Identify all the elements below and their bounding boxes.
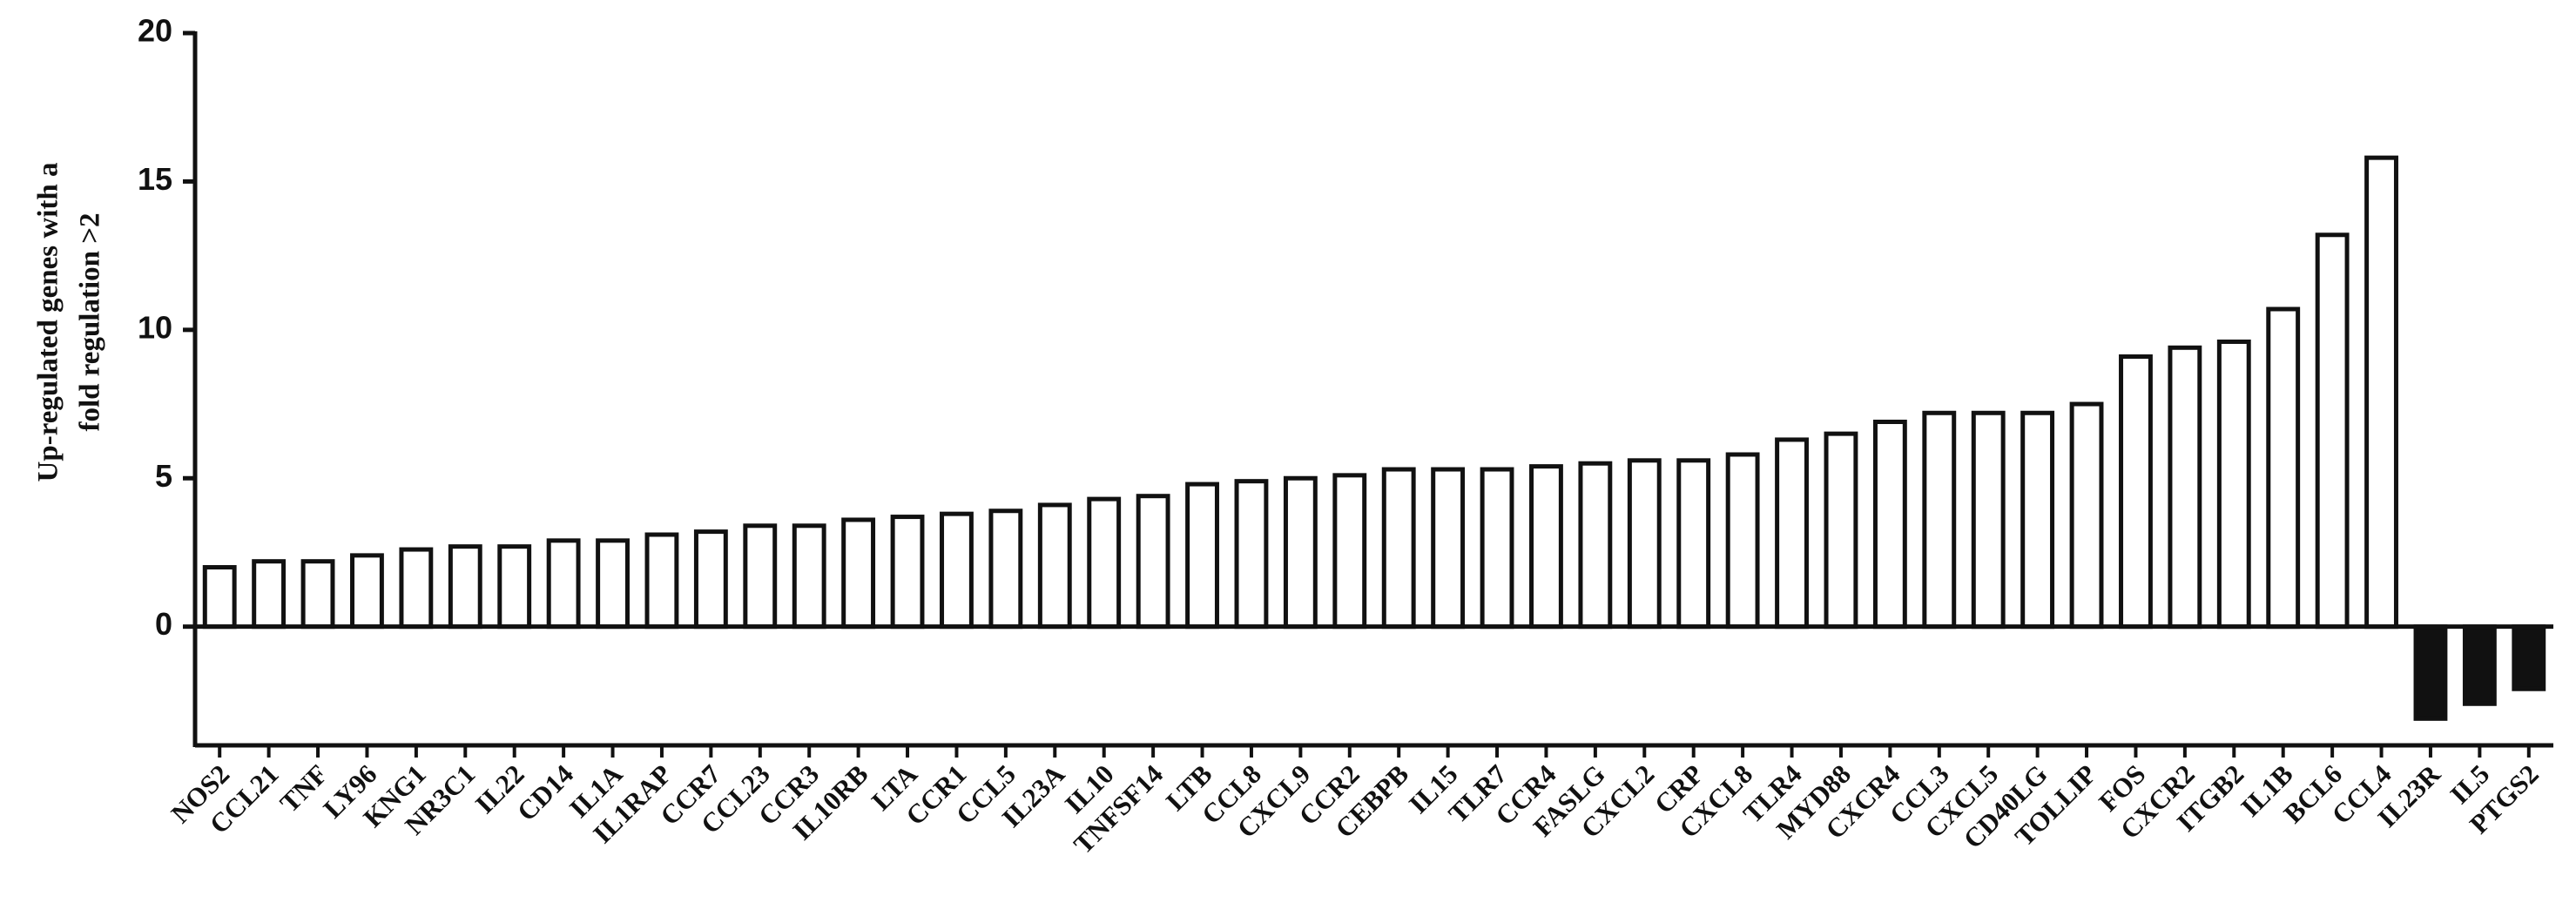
bar <box>1676 458 1711 630</box>
bar <box>1627 458 1662 630</box>
bar <box>2462 624 2497 706</box>
bar <box>448 544 482 630</box>
bar <box>2069 401 2104 630</box>
bar <box>1922 410 1957 630</box>
bar <box>743 523 778 630</box>
y-tick-label: 15 <box>138 161 172 197</box>
y-axis-label: Up-regulated genes with a <box>33 163 64 482</box>
bar <box>1578 461 1613 630</box>
bar <box>300 559 335 630</box>
bar <box>546 538 581 630</box>
bar <box>988 509 1023 630</box>
bar <box>1971 410 2006 630</box>
x-tick-label: CD14 <box>511 758 579 826</box>
bar <box>1136 494 1170 630</box>
bar <box>1283 475 1318 630</box>
bar <box>1185 482 1219 630</box>
bar <box>644 532 679 630</box>
bar <box>2512 624 2546 691</box>
bar <box>252 559 287 630</box>
y-tick-label: 20 <box>138 13 172 49</box>
bar <box>350 553 384 630</box>
bar <box>1234 479 1269 630</box>
bar <box>1824 431 1858 630</box>
bar <box>792 523 826 630</box>
bar <box>2364 155 2398 630</box>
bar <box>1381 467 1416 630</box>
bar <box>1775 437 1809 630</box>
bar <box>1725 452 1760 630</box>
bar <box>693 529 728 630</box>
bar <box>1872 419 1907 630</box>
bar <box>2119 354 2153 630</box>
bar <box>399 547 434 630</box>
bar <box>1087 496 1122 630</box>
bar <box>1037 502 1072 630</box>
bar <box>1529 464 1563 630</box>
bar <box>940 511 974 630</box>
bar <box>1431 467 1466 630</box>
bar <box>2315 232 2350 630</box>
bar <box>890 515 925 630</box>
bar <box>2020 410 2055 630</box>
y-tick-label: 0 <box>155 606 172 642</box>
bar <box>2168 345 2202 630</box>
y-tick-label: 10 <box>138 309 172 345</box>
bar <box>596 538 630 630</box>
y-axis-label: fold regulation >2 <box>75 212 106 431</box>
bar <box>202 565 237 630</box>
bar <box>2216 339 2251 630</box>
bar <box>2266 306 2301 630</box>
bar <box>1332 473 1367 630</box>
y-tick-label: 5 <box>155 458 172 494</box>
bar <box>2413 624 2448 721</box>
bar <box>841 517 876 630</box>
bar <box>1480 467 1514 630</box>
bar <box>497 544 532 630</box>
